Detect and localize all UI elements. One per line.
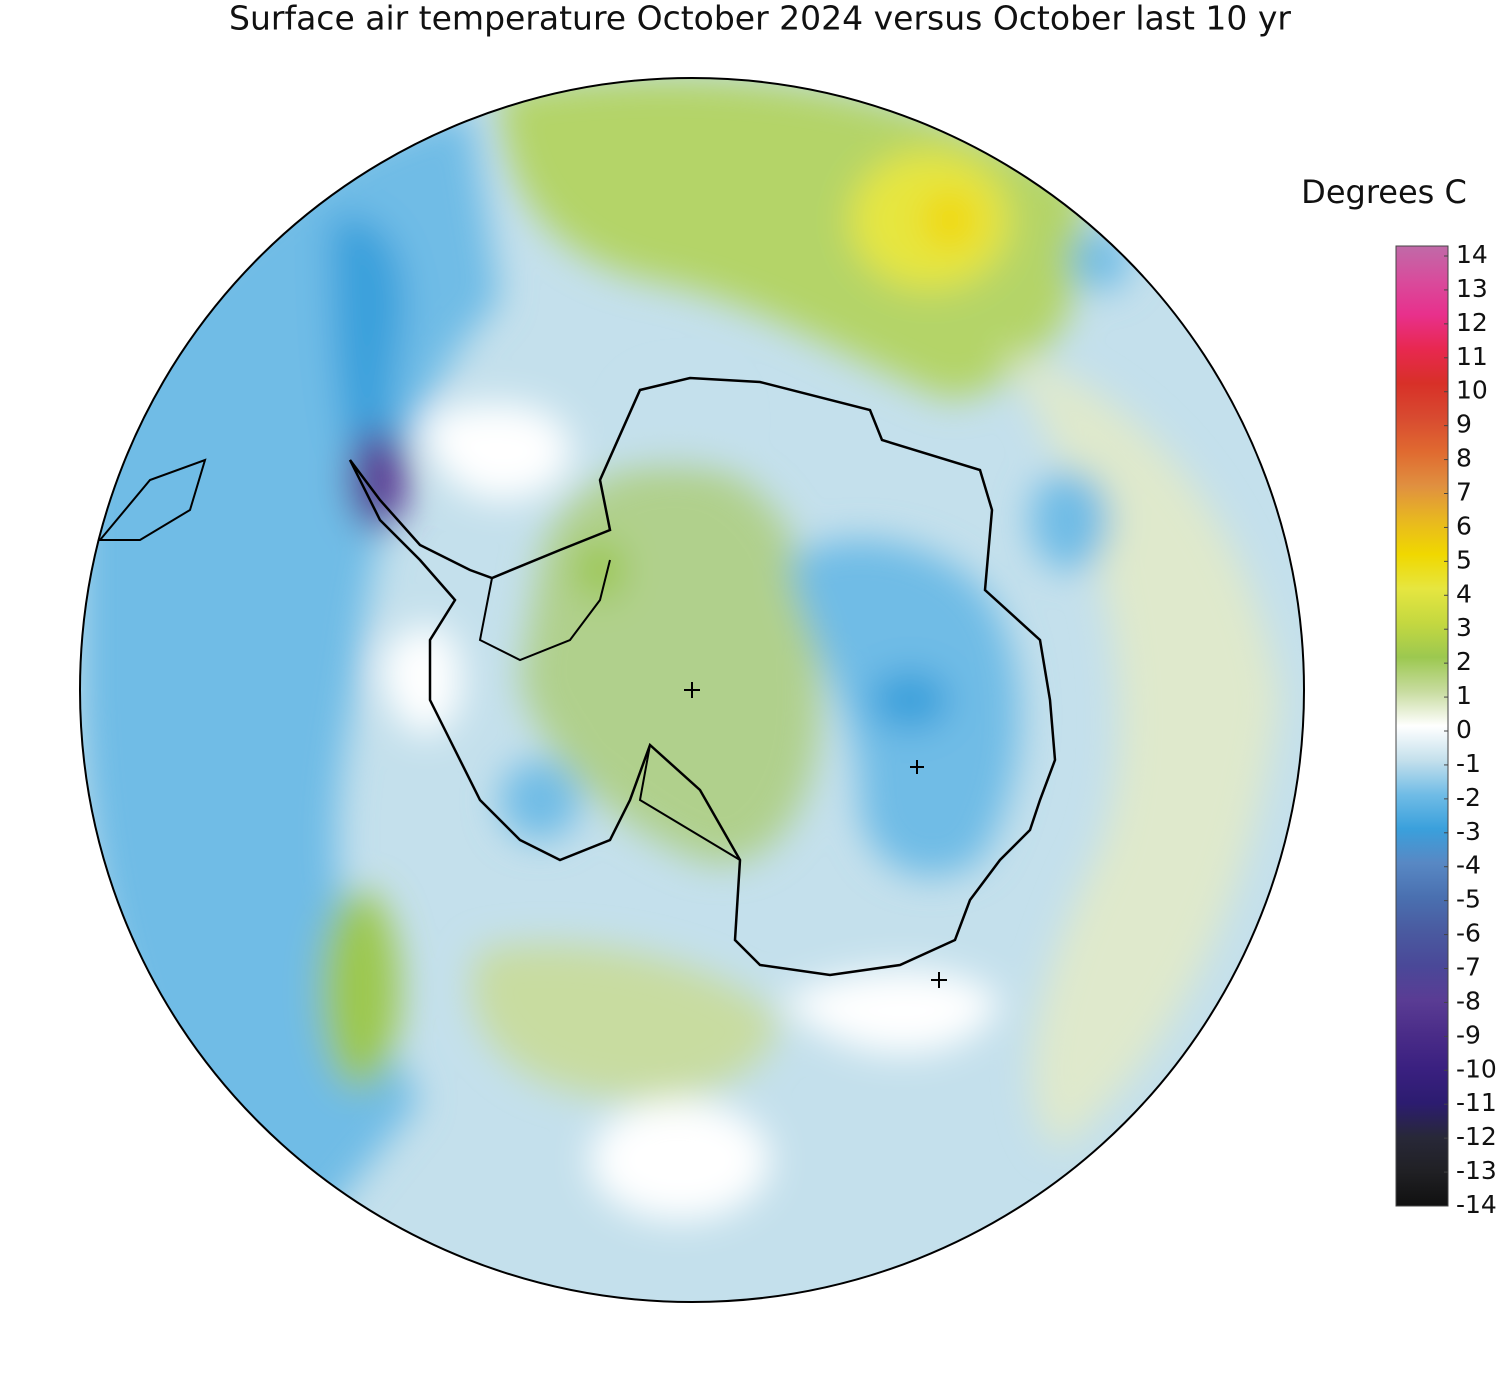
colorbar-tick-label: -12	[1456, 1122, 1497, 1151]
colorbar-tick-label: 13	[1456, 274, 1488, 303]
colorbar-tick-label: -8	[1456, 986, 1481, 1015]
ice-shelf-outline	[638, 744, 741, 861]
colorbar-tick-label: -10	[1456, 1054, 1497, 1083]
colorbar-tick-label: 14	[1456, 240, 1488, 269]
colorbar-tick-label: -2	[1456, 783, 1481, 812]
ice-shelf-outline	[478, 559, 611, 662]
colorbar-tick-label: -14	[1456, 1190, 1497, 1219]
colorbar-tick-label: -1	[1456, 749, 1481, 778]
colorbar-scale	[1395, 245, 1449, 1207]
title: Surface air temperature October 2024 ver…	[229, 0, 1291, 38]
colorbar-tick-label: 5	[1456, 545, 1472, 574]
colorbar-tick-label: -11	[1456, 1088, 1497, 1117]
colorbar-tick-label: 4	[1456, 579, 1472, 608]
temperature-field	[80, 78, 1280, 1250]
colorbar-tick-label: -7	[1456, 953, 1481, 982]
south-america-coastline	[97, 458, 207, 541]
colorbar-tick-label: -9	[1456, 1020, 1481, 1049]
colorbar-label: Degrees C	[1301, 173, 1467, 211]
colorbar-tick-label: -13	[1456, 1156, 1497, 1185]
map-border	[79, 77, 1305, 1303]
colorbar-tick-label: 6	[1456, 511, 1472, 540]
colorbar-tick-label: 1	[1456, 681, 1472, 710]
colorbar-tick-label: 10	[1456, 376, 1488, 405]
colorbar-tick-label: 11	[1456, 342, 1488, 371]
colorbar-tick-label: -3	[1456, 817, 1481, 846]
colorbar-tick-label: 0	[1456, 715, 1472, 744]
station-marker	[684, 682, 947, 988]
colorbar-tick-label: 7	[1456, 478, 1472, 507]
antarctica-coastline	[348, 376, 1057, 977]
colorbar-tick-label: -6	[1456, 919, 1481, 948]
colorbar-tick-label: -4	[1456, 851, 1481, 880]
colorbar-tick-label: 9	[1456, 410, 1472, 439]
colorbar-tick-label: 8	[1456, 444, 1472, 473]
colorbar: 14131211109876543210-1-2-3-4-5-6-7-8-9-1…	[1395, 240, 1497, 1219]
colorbar-tick-label: 12	[1456, 308, 1488, 337]
colorbar-tick-label: 2	[1456, 647, 1472, 676]
map	[80, 78, 1304, 1302]
colorbar-tick-label: 3	[1456, 613, 1472, 642]
colorbar-tick-label: -5	[1456, 885, 1481, 914]
